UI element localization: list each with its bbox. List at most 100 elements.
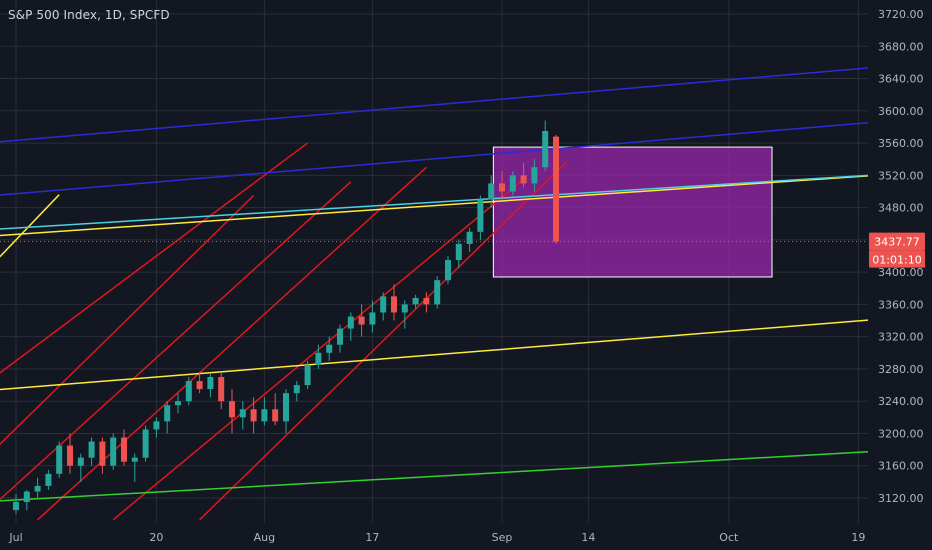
candle-body bbox=[131, 457, 138, 462]
candle bbox=[369, 300, 376, 333]
candle bbox=[67, 433, 73, 474]
candle-body bbox=[99, 441, 106, 466]
candle bbox=[45, 469, 52, 490]
x-tick-label: 20 bbox=[149, 531, 163, 544]
candle bbox=[488, 175, 495, 208]
candle bbox=[553, 135, 559, 244]
candle-body bbox=[337, 328, 343, 345]
candle bbox=[272, 393, 279, 426]
candle bbox=[121, 429, 127, 466]
red-trendline bbox=[0, 194, 255, 446]
candle bbox=[196, 372, 203, 394]
candle-body bbox=[175, 401, 181, 406]
candle bbox=[88, 437, 95, 466]
y-tick-label: 3600.00 bbox=[878, 105, 924, 118]
candle bbox=[207, 372, 214, 398]
y-tick-label: 3520.00 bbox=[878, 169, 924, 182]
candle-body bbox=[380, 296, 387, 313]
candle-body bbox=[121, 437, 127, 462]
y-tick-label: 3200.00 bbox=[878, 427, 924, 440]
y-tick-label: 3320.00 bbox=[878, 331, 924, 344]
candle-body bbox=[391, 296, 397, 313]
candle-body bbox=[88, 441, 95, 458]
candle-body bbox=[369, 312, 376, 325]
x-tick-label: Oct bbox=[719, 531, 739, 544]
chart-title: S&P 500 Index, 1D, SPCFD bbox=[8, 8, 170, 22]
candle bbox=[455, 239, 462, 269]
red-trendline bbox=[0, 142, 309, 374]
plot-area bbox=[0, 67, 868, 521]
candle-body bbox=[488, 183, 495, 200]
current-price-badge: 3437.77 01:01:10 bbox=[869, 232, 925, 268]
candle-body bbox=[434, 280, 441, 305]
candle-body bbox=[207, 377, 214, 390]
candle-body bbox=[499, 183, 505, 192]
candle-body bbox=[185, 381, 192, 402]
candle-body bbox=[196, 381, 203, 390]
candle bbox=[23, 489, 30, 511]
green-trendline bbox=[0, 450, 868, 502]
candle-body bbox=[553, 136, 559, 242]
candle-body bbox=[110, 437, 117, 466]
candle-body bbox=[412, 297, 419, 305]
candle-body bbox=[153, 421, 160, 430]
candle-body bbox=[445, 260, 451, 281]
candle-body bbox=[272, 409, 279, 422]
candle bbox=[358, 304, 365, 337]
candle-body bbox=[304, 364, 311, 386]
candle-body bbox=[218, 377, 225, 402]
grid-lines bbox=[0, 0, 868, 523]
blue-trendline bbox=[0, 121, 868, 196]
candle bbox=[293, 381, 300, 402]
candle bbox=[131, 453, 138, 482]
candle bbox=[153, 417, 160, 438]
y-tick-label: 3560.00 bbox=[878, 137, 924, 150]
x-tick-label: 14 bbox=[581, 531, 595, 544]
y-tick-label: 3400.00 bbox=[878, 266, 924, 279]
candle bbox=[142, 425, 149, 462]
cyan-trendline bbox=[0, 174, 868, 230]
candle bbox=[239, 401, 246, 430]
countdown-bg bbox=[869, 250, 925, 268]
candle-body bbox=[34, 485, 41, 492]
candle bbox=[445, 256, 451, 285]
candle-body bbox=[347, 316, 354, 329]
candle-body bbox=[239, 409, 246, 418]
y-tick-label: 3240.00 bbox=[878, 395, 924, 408]
x-axis: Jul 20 Aug 17 Sep 14 Oct 19 bbox=[8, 531, 865, 544]
candle bbox=[56, 441, 63, 478]
candle bbox=[477, 195, 484, 240]
y-tick-label: 3720.00 bbox=[878, 8, 924, 21]
candle-body bbox=[261, 409, 268, 422]
y-tick-label: 3680.00 bbox=[878, 40, 924, 53]
candle bbox=[110, 433, 117, 470]
candle-body bbox=[477, 199, 484, 232]
red-trendline bbox=[199, 161, 568, 521]
x-tick-label: Sep bbox=[492, 531, 513, 544]
candle bbox=[337, 324, 343, 353]
candle bbox=[218, 372, 225, 410]
candle-body bbox=[142, 429, 149, 458]
candle bbox=[261, 397, 268, 426]
candle bbox=[531, 159, 538, 192]
candle-body bbox=[23, 491, 30, 503]
candle-body bbox=[358, 316, 365, 325]
candle-body bbox=[45, 473, 52, 486]
candle bbox=[326, 336, 333, 361]
candle bbox=[401, 300, 408, 329]
candle bbox=[391, 284, 397, 321]
candle bbox=[380, 292, 387, 321]
red-trendline bbox=[0, 181, 352, 501]
candle bbox=[509, 171, 516, 196]
candle bbox=[34, 477, 41, 498]
price-badge-bg bbox=[869, 232, 925, 251]
y-tick-label: 3120.00 bbox=[878, 492, 924, 505]
candle bbox=[185, 377, 192, 406]
candle-body bbox=[13, 502, 19, 511]
candle-body bbox=[423, 297, 430, 305]
candle-body bbox=[326, 344, 333, 353]
candle-body bbox=[315, 352, 322, 365]
